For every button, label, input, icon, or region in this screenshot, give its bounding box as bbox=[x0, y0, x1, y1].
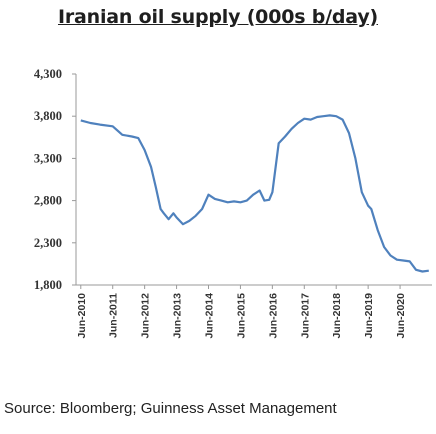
x-tick-label: Jun-2017 bbox=[299, 293, 311, 339]
x-tick-label: Jun-2018 bbox=[331, 293, 343, 339]
x-tick-label: Jun-2010 bbox=[76, 293, 88, 339]
x-tick-label: Jun-2019 bbox=[363, 293, 375, 339]
chart-title: Iranian oil supply (000s b/day) bbox=[57, 6, 379, 28]
x-tick-label: Jun-2015 bbox=[235, 293, 247, 339]
y-tick-label: 1,800 bbox=[34, 278, 62, 292]
x-tick-label: Jun-2014 bbox=[204, 293, 216, 339]
y-tick-label: 2,800 bbox=[34, 194, 62, 208]
x-tick-label: Jun-2020 bbox=[395, 293, 407, 339]
y-axis-ticks: 4,300 3,800 3,300 2,800 2,300 1,800 bbox=[34, 67, 76, 292]
x-tick-label: Jun-2016 bbox=[267, 293, 279, 339]
x-axis-ticks: Jun-2010 Jun-2011 Jun-2012 Jun-2013 Jun-2014… bbox=[76, 285, 407, 339]
x-tick-label: Jun-2013 bbox=[172, 293, 184, 339]
y-tick-label: 2,300 bbox=[34, 236, 62, 250]
y-tick-label: 4,300 bbox=[34, 67, 62, 81]
x-tick-label: Jun-2011 bbox=[108, 293, 120, 338]
series-line bbox=[80, 114, 429, 273]
y-tick-label: 3,800 bbox=[34, 109, 62, 123]
y-tick-label: 3,300 bbox=[34, 151, 62, 165]
source-note: Source: Bloomberg; Guinness Asset Manage… bbox=[4, 400, 337, 417]
x-tick-label: Jun-2012 bbox=[140, 293, 152, 339]
